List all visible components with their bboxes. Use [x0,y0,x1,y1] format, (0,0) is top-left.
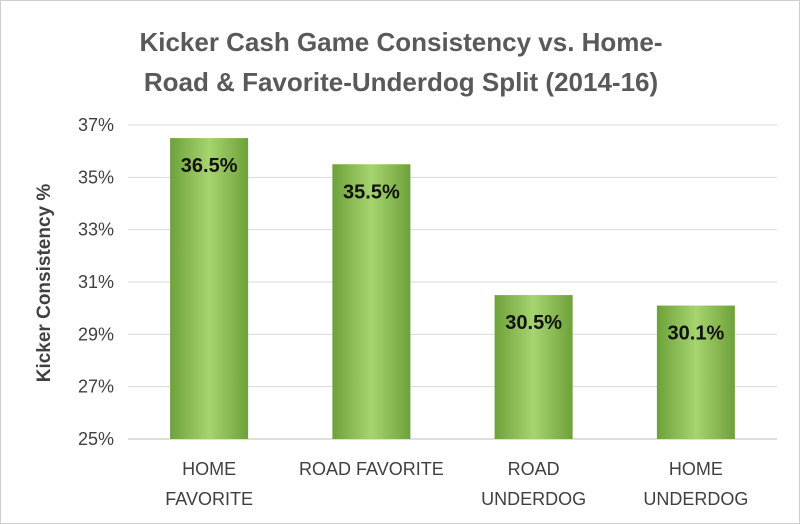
category-label: ROAD [508,459,560,479]
category-label: ROAD FAVORITE [299,459,444,479]
y-tick-label: 33% [78,220,114,240]
y-axis-label: Kicker Consistency % [34,184,55,383]
category-label: HOME [669,459,723,479]
bar [332,164,411,439]
bar [494,295,573,439]
category-label: UNDERDOG [481,489,586,509]
data-label: 35.5% [343,181,400,203]
y-tick-label: 31% [78,272,114,292]
x-axis-categories: HOME FAVORITE ROAD FAVORITE ROAD UNDERDOG HOM… [165,459,748,509]
data-label: 36.5% [181,155,238,177]
data-label: 30.1% [668,323,725,345]
chart-title-line-1: Kicker Cash Game Consistency vs. Home- [139,27,662,57]
bars [170,138,735,440]
chart-title-line-2: Road & Favorite-Underdog Split (2014-16) [144,67,658,97]
data-labels: 36.5% 35.5% 30.5% 30.1% [181,155,725,344]
category-label: HOME [182,459,236,479]
y-axis-ticks: 25% 27% 29% 31% 33% 35% 37% [78,115,114,449]
y-tick-label: 37% [78,115,114,135]
bar [656,305,735,439]
y-tick-label: 27% [78,377,114,397]
y-tick-label: 29% [78,324,114,344]
bar [170,138,249,440]
category-label: FAVORITE [165,489,253,509]
category-label: UNDERDOG [643,489,748,509]
y-tick-label: 25% [78,429,114,449]
data-label: 30.5% [505,312,562,334]
y-tick-label: 35% [78,167,114,187]
